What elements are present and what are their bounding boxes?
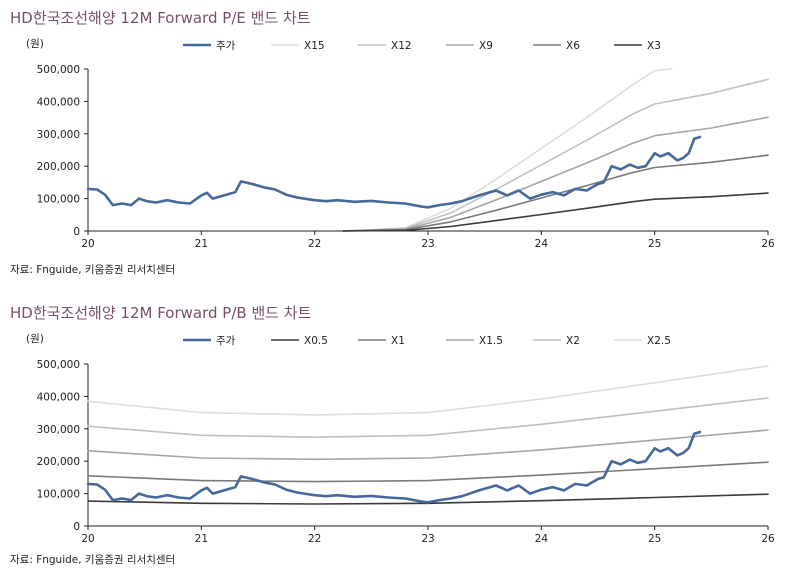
legend-label-5: X2.5 (647, 335, 671, 347)
y-tick-label-0: 0 (73, 226, 80, 238)
y-tick-label-2: 200,000 (37, 161, 80, 173)
x-tick-label-6: 26 (761, 533, 775, 545)
legend-label-4: X2 (566, 335, 580, 347)
legend-label-3: X1.5 (479, 335, 503, 347)
pb-band-chart-panel: HD한국조선해양 12M Forward P/B 밴드 차트 (원) 주가 X0.5… (0, 295, 800, 580)
x-tick-label-2: 22 (308, 533, 321, 545)
x-tick-label-6: 26 (761, 238, 775, 250)
series-line-3 (87, 429, 769, 461)
y-tick-label-3: 300,000 (37, 424, 80, 436)
y-tick-label-3: 300,000 (37, 129, 80, 141)
x-tick-label-5: 25 (648, 238, 661, 250)
y-axis-unit-label: (원) (26, 333, 44, 345)
legend-label-2: X12 (391, 40, 412, 52)
y-axis-unit-label: (원) (26, 38, 44, 50)
legend-label-1: X0.5 (304, 335, 328, 347)
series-line-0 (86, 135, 702, 209)
series-line-3 (342, 116, 769, 232)
legend-label-1: X15 (304, 40, 325, 52)
y-tick-label-5: 500,000 (37, 359, 80, 371)
pb-band-chart: (원) 주가 X0.5 X1 X1.5 X2 X2.5 0 100,000 200,000 300,… (26, 333, 775, 545)
x-tick-label-5: 25 (648, 533, 661, 545)
y-tick-label-0: 0 (73, 521, 80, 533)
y-tick-label-1: 100,000 (37, 194, 80, 206)
x-tick-label-3: 23 (421, 533, 434, 545)
chart-title: HD한국조선해양 12M Forward P/B 밴드 차트 (10, 304, 312, 322)
series-line-5 (342, 192, 769, 232)
pe-band-chart-panel: HD한국조선해양 12M Forward P/E 밴드 차트 (원) 주가 X15 X… (10, 9, 775, 276)
legend-label-0: 주가 (216, 40, 236, 52)
pe-band-chart: (원) 주가 X15 X12 X9 X6 X3 0 100,000 200,000 300,000 4… (26, 38, 775, 250)
y-tick-label-2: 200,000 (37, 456, 80, 468)
legend-label-0: 주가 (216, 335, 236, 347)
x-tick-label-4: 24 (535, 533, 549, 545)
series-line-4 (87, 397, 769, 438)
y-tick-label-1: 100,000 (37, 489, 80, 501)
x-tick-label-0: 20 (81, 533, 94, 545)
y-tick-label-4: 400,000 (37, 96, 80, 108)
x-tick-label-4: 24 (535, 238, 549, 250)
series-line-4 (342, 154, 769, 232)
x-tick-label-2: 22 (308, 238, 321, 250)
x-tick-label-0: 20 (81, 238, 94, 250)
x-tick-label-1: 21 (195, 533, 208, 545)
legend-label-4: X6 (566, 40, 580, 52)
series-line-2 (342, 78, 769, 232)
chart-title: HD한국조선해양 12M Forward P/E 밴드 차트 (10, 9, 311, 27)
legend-label-5: X3 (647, 40, 661, 52)
series-line-1 (342, 68, 673, 232)
chart-source: 자료: Fnguide, 키움증권 리서치센터 (10, 554, 176, 566)
series-line-0 (86, 430, 702, 504)
y-tick-label-5: 500,000 (37, 64, 80, 76)
legend-label-2: X1 (391, 335, 405, 347)
x-tick-label-3: 23 (421, 238, 434, 250)
y-tick-label-4: 400,000 (37, 391, 80, 403)
x-tick-label-1: 21 (195, 238, 208, 250)
series-line-2 (87, 461, 769, 483)
chart-source: 자료: Fnguide, 키움증권 리서치센터 (10, 264, 176, 276)
series-line-5 (87, 365, 769, 416)
legend-label-3: X9 (479, 40, 493, 52)
